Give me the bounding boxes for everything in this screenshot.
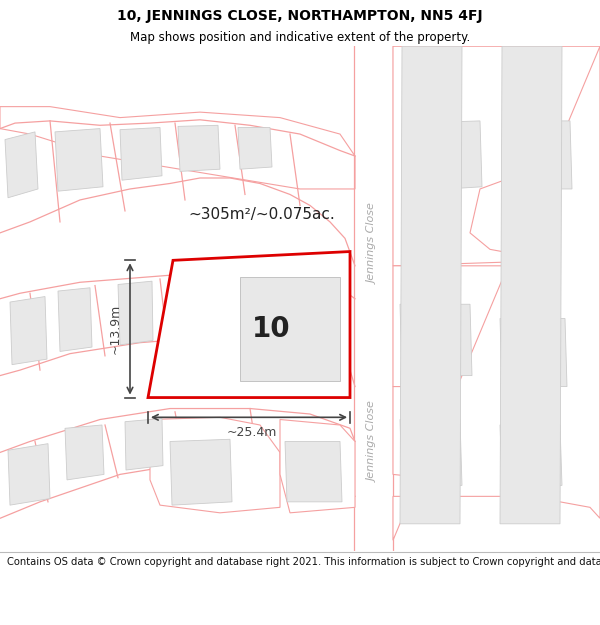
Polygon shape xyxy=(393,387,600,496)
Text: Map shows position and indicative extent of the property.: Map shows position and indicative extent… xyxy=(130,31,470,44)
Polygon shape xyxy=(65,425,104,480)
Polygon shape xyxy=(393,46,600,266)
Polygon shape xyxy=(178,125,220,171)
Polygon shape xyxy=(150,418,280,513)
Polygon shape xyxy=(280,419,355,513)
Text: Jennings Close: Jennings Close xyxy=(368,401,378,482)
Polygon shape xyxy=(500,425,562,486)
Polygon shape xyxy=(118,281,153,345)
Polygon shape xyxy=(148,251,350,398)
Polygon shape xyxy=(240,277,340,381)
Text: 10, JENNINGS CLOSE, NORTHAMPTON, NN5 4FJ: 10, JENNINGS CLOSE, NORTHAMPTON, NN5 4FJ xyxy=(117,9,483,23)
Text: ~25.4m: ~25.4m xyxy=(226,426,277,439)
Polygon shape xyxy=(500,46,562,524)
Text: Contains OS data © Crown copyright and database right 2021. This information is : Contains OS data © Crown copyright and d… xyxy=(7,557,600,567)
Polygon shape xyxy=(400,304,472,376)
Text: ~305m²/~0.075ac.: ~305m²/~0.075ac. xyxy=(188,207,335,222)
Text: 10: 10 xyxy=(252,315,291,343)
Polygon shape xyxy=(58,288,92,351)
Polygon shape xyxy=(238,127,272,169)
Polygon shape xyxy=(120,127,162,180)
Text: Jennings Close: Jennings Close xyxy=(368,203,378,284)
Polygon shape xyxy=(285,441,342,502)
Polygon shape xyxy=(393,266,600,409)
Polygon shape xyxy=(10,296,47,364)
Polygon shape xyxy=(8,444,50,505)
Polygon shape xyxy=(55,129,103,191)
Polygon shape xyxy=(400,419,462,486)
Polygon shape xyxy=(170,439,232,505)
Polygon shape xyxy=(5,132,38,198)
Polygon shape xyxy=(400,46,462,524)
Polygon shape xyxy=(393,46,600,540)
Polygon shape xyxy=(0,107,355,189)
Text: ~13.9m: ~13.9m xyxy=(109,304,122,354)
Polygon shape xyxy=(500,319,567,387)
Polygon shape xyxy=(410,121,482,191)
Polygon shape xyxy=(125,418,163,470)
Polygon shape xyxy=(510,121,572,189)
